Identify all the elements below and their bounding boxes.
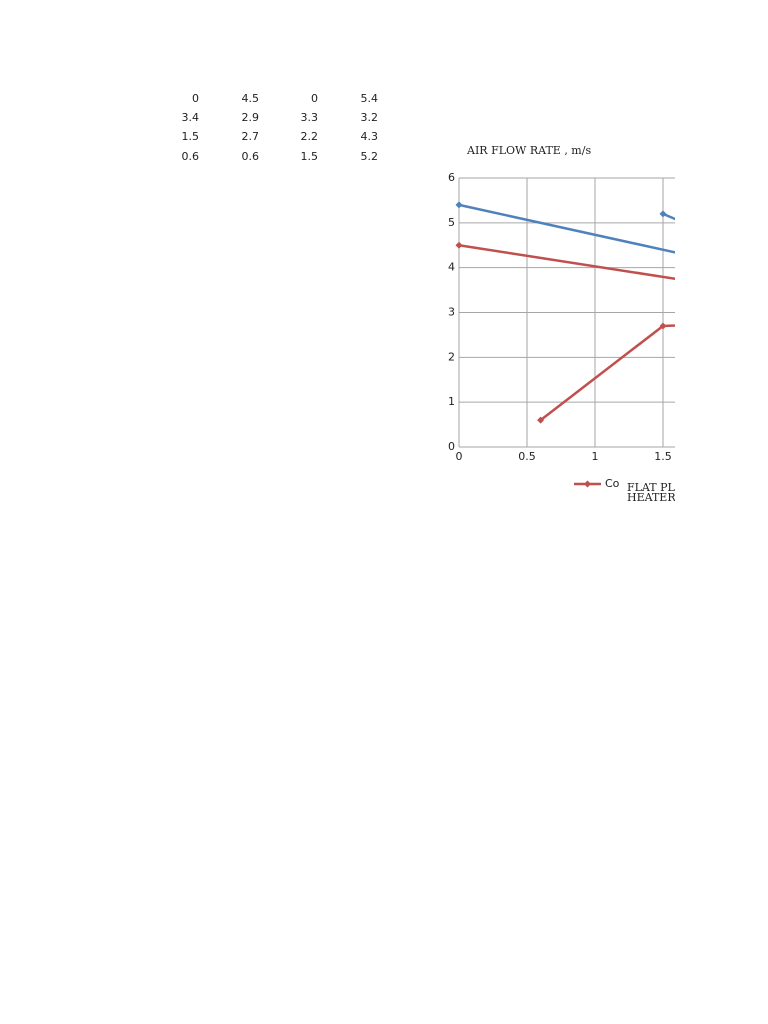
table-cell: 1.5	[182, 130, 200, 143]
table-cell: 5.2	[361, 150, 379, 163]
marker	[537, 416, 545, 424]
y-tick-label: 0	[448, 440, 455, 453]
marker	[755, 251, 762, 258]
table-cell: 0	[311, 92, 318, 105]
table-cell: 2.2	[301, 130, 319, 143]
y-tick-label: 3	[448, 306, 455, 319]
table-cell: 4.3	[361, 130, 379, 143]
x-tick-label: 0.5	[518, 450, 536, 463]
legend-label: Co	[605, 477, 620, 490]
table-cell: 5.4	[361, 92, 379, 105]
y-tick-label: 5	[448, 216, 455, 229]
data-table: 0 4.5 0 5.4 3.4 2.9 3.3 3.2 1.5 2.7 2.2 4.3 0.6 0.6 1.…	[182, 92, 379, 163]
table-cell: 0.6	[182, 150, 200, 163]
table-cell: 1.5	[301, 150, 319, 163]
marker	[455, 201, 463, 209]
series-line	[458, 203, 675, 254]
table-cell: 4.5	[242, 92, 260, 105]
y-tick-label: 6	[448, 171, 455, 184]
legend-marker	[584, 480, 591, 488]
x-tick-label: 1	[592, 450, 599, 463]
table-cell: 3.3	[301, 111, 319, 124]
x-tick-label: 1.5	[654, 450, 672, 463]
table-cell: 3.2	[361, 111, 379, 124]
marker	[659, 322, 667, 330]
table-cell: 2.7	[242, 130, 260, 143]
series-line	[458, 244, 675, 422]
chart-title: AIR FLOW RATE , m/s	[466, 144, 591, 157]
marker	[455, 241, 463, 249]
y-tick-label: 1	[448, 395, 455, 408]
table-cell: 0.6	[242, 150, 260, 163]
legend-label: FLAT PLATE HEATER	[627, 481, 698, 504]
table-cell: 3.4	[182, 111, 200, 124]
marker	[659, 210, 667, 218]
y-tick-label: 4	[448, 261, 455, 274]
table-cell: 0	[192, 92, 199, 105]
y-tick-label: 2	[448, 350, 455, 363]
x-tick-label: 0	[456, 450, 463, 463]
table-cell: 2.9	[242, 111, 260, 124]
chart: AIR FLOW RATE , m/s 0 1 2 3 4 5 6 0 0.5 1 1.5 Co FLA…	[448, 144, 762, 504]
